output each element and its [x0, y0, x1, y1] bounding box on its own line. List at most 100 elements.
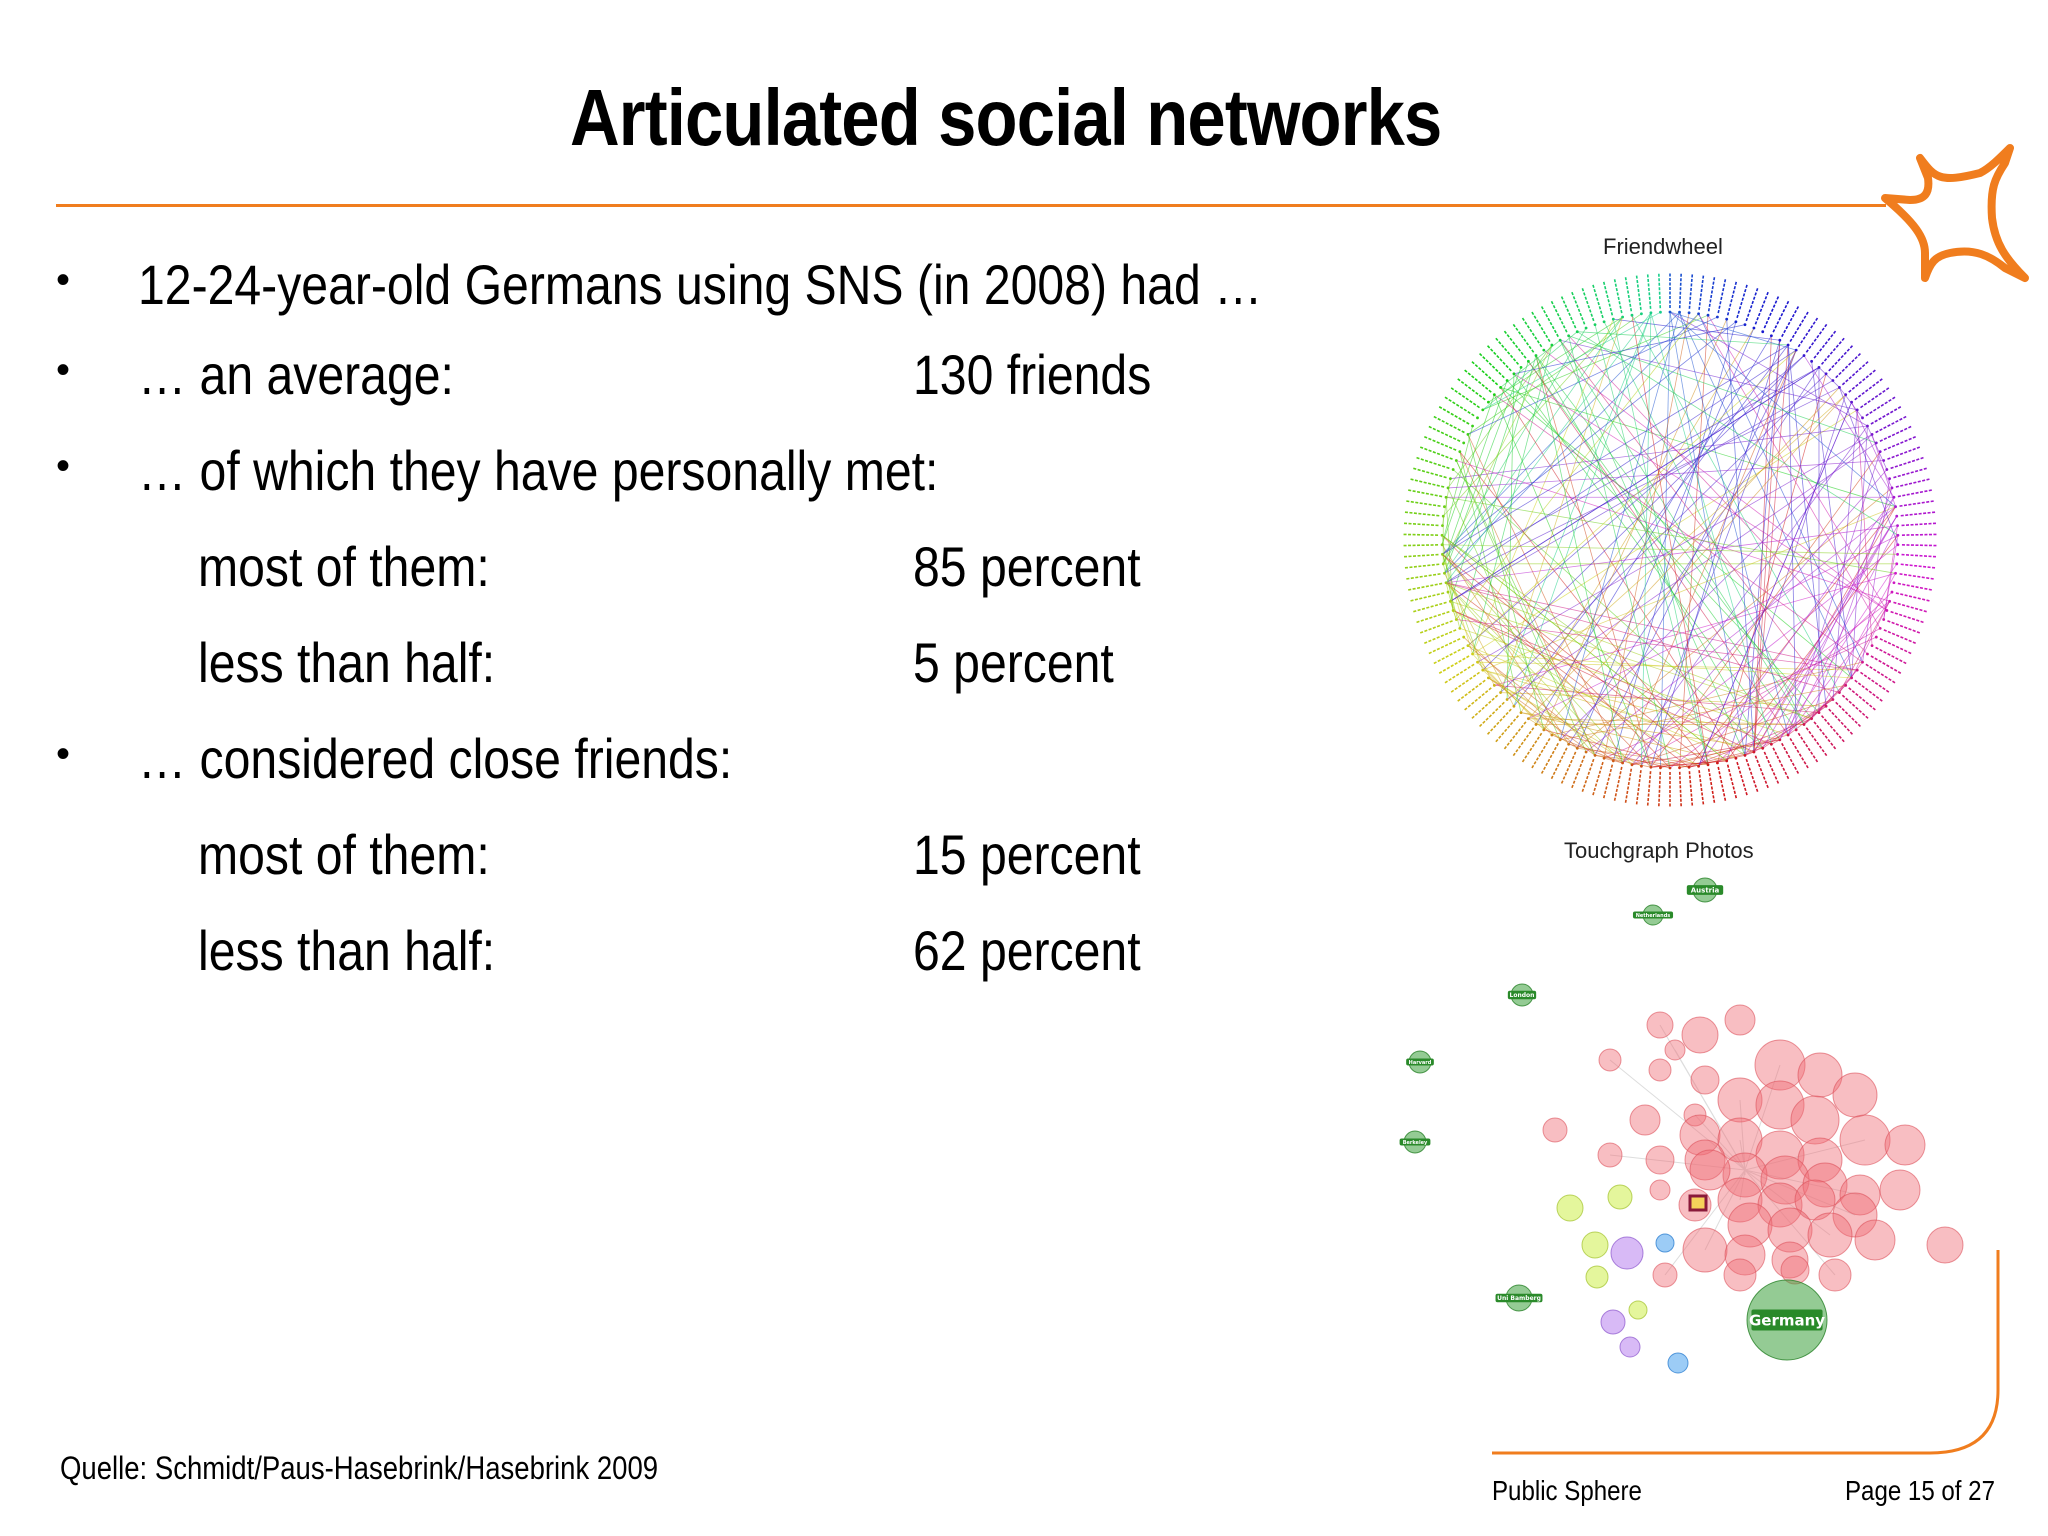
touchgraph-person-node	[1802, 1162, 1848, 1208]
friendwheel-edge	[1669, 311, 1797, 351]
friendwheel-edge	[1494, 572, 1896, 686]
friendwheel-name-tick	[1726, 280, 1738, 316]
friendwheel-node	[1706, 763, 1710, 767]
friendwheel-edge	[1513, 373, 1888, 611]
friendwheel-edge	[1631, 315, 1840, 693]
friendwheel-name-tick	[1456, 377, 1486, 401]
friendwheel-name-tick	[1893, 601, 1929, 613]
friendwheel-node	[1441, 514, 1445, 518]
friendwheel-edge	[1744, 515, 1898, 756]
friendwheel-node	[1817, 711, 1821, 714]
touchgraph-place-label-bg	[1507, 990, 1537, 1000]
friendwheel-edge	[1560, 684, 1846, 741]
friendwheel-name-tick	[1602, 280, 1614, 316]
friendwheel-node	[1810, 359, 1814, 363]
touchgraph-person-node	[1652, 1262, 1678, 1288]
touchgraph-edge	[1674, 1049, 1746, 1171]
friendwheel-name-tick	[1736, 761, 1749, 797]
friendwheel-name-tick	[1540, 742, 1559, 776]
touchgraph-label: Touchgraph Photos	[1564, 838, 1754, 863]
friendwheel-node	[1844, 683, 1848, 687]
friendwheel-name-tick	[1707, 768, 1716, 805]
friendwheel-name-tick	[1560, 294, 1577, 329]
touchgraph-person-node	[1597, 1142, 1623, 1168]
friendwheel-edge	[1445, 349, 1797, 584]
friendwheel-node	[1448, 599, 1452, 603]
friendwheel-name-tick	[1820, 336, 1846, 365]
friendwheel-name-tick	[1530, 738, 1551, 770]
friendwheel-name-tick	[1899, 500, 1936, 507]
friendwheel-node	[1462, 635, 1466, 639]
friendwheel-name-tick	[1494, 336, 1520, 365]
friendwheel-name-tick	[1443, 663, 1475, 685]
friendwheel-node	[1512, 372, 1516, 376]
friendwheel-name-tick	[1781, 304, 1800, 338]
friendwheel-edge	[1482, 331, 1578, 411]
friendwheel-edge	[1442, 563, 1461, 629]
friendwheel-edge	[1459, 627, 1789, 736]
touchgraph-edge	[1739, 1099, 1746, 1171]
friendwheel-name-tick	[1897, 488, 1934, 498]
friendwheel-node	[1734, 320, 1738, 324]
friendwheel-edge	[1832, 409, 1858, 700]
touchgraph-person-node	[1755, 1080, 1805, 1130]
friendwheel-name-tick	[1402, 544, 1439, 547]
friendwheel-node	[1481, 408, 1485, 412]
friendwheel-name-tick	[1678, 272, 1683, 309]
friendwheel-node	[1443, 505, 1446, 509]
friendwheel-node	[1492, 393, 1496, 397]
friendwheel-name-tick	[1860, 386, 1891, 409]
touchgraph-person-node	[1655, 1233, 1675, 1253]
friendwheel-edge	[1528, 361, 1789, 736]
friendwheel-edge	[1494, 394, 1863, 663]
friendwheel-name-tick	[1624, 275, 1633, 312]
friendwheel-name-tick	[1502, 329, 1527, 359]
touchgraph-person-node	[1542, 1117, 1568, 1143]
touchgraph-place-label-bg	[1632, 911, 1674, 919]
friendwheel-node	[1824, 704, 1828, 708]
friendwheel-node	[1861, 660, 1864, 664]
friendwheel-node	[1519, 366, 1523, 369]
friendwheel-node	[1659, 766, 1662, 770]
friendwheel-node	[1810, 717, 1814, 721]
touchgraph-person-node	[1645, 1145, 1675, 1175]
friendwheel-edge	[1455, 313, 1699, 620]
friendwheel-name-tick	[1781, 742, 1800, 776]
friendwheel-name-tick	[1613, 766, 1623, 803]
touchgraph-person-node	[1648, 1058, 1672, 1082]
friendwheel-node	[1687, 311, 1691, 315]
friendwheel-edge	[1679, 312, 1789, 736]
friendwheel-node	[1454, 618, 1458, 621]
touchgraph-person-node	[1717, 1177, 1763, 1223]
friendwheel-edge	[1467, 349, 1797, 646]
friendwheel-node	[1519, 711, 1523, 714]
friendwheel-edge	[1862, 478, 1890, 663]
friendwheel-name-tick	[1754, 755, 1770, 790]
friendwheel-name-tick	[1901, 544, 1938, 547]
friendwheel-name-tick	[1805, 322, 1829, 353]
friendwheel-edge	[1559, 339, 1834, 700]
friendwheel-edge	[1753, 340, 1781, 753]
friendwheel-node	[1687, 765, 1691, 769]
friendwheel-node	[1896, 552, 1899, 556]
friendwheel-name-tick	[1635, 274, 1642, 310]
friendwheel-name-tick	[1828, 708, 1855, 736]
friendwheel-name-tick	[1581, 758, 1595, 794]
friendwheel-edge	[1500, 316, 1623, 693]
friendwheel-node	[1630, 313, 1634, 317]
friendwheel-node	[1476, 416, 1479, 420]
touchgraph-person-node	[1667, 1352, 1689, 1374]
friendwheel-edge	[1688, 718, 1812, 768]
friendwheel-node	[1443, 571, 1446, 575]
friendwheel-node	[1441, 524, 1444, 528]
friendwheel-edge	[1506, 442, 1877, 700]
footer-corner-line	[1492, 1250, 2000, 1455]
friendwheel-name-tick	[1870, 655, 1903, 675]
friendwheel-node	[1817, 366, 1821, 369]
friendwheel-node	[1534, 723, 1538, 726]
friendwheel-edge	[1883, 535, 1899, 620]
friendwheel-name-tick	[1408, 478, 1445, 488]
friendwheel-node	[1471, 652, 1474, 656]
friendwheel-node	[1499, 691, 1502, 694]
friendwheel-name-tick	[1901, 533, 1938, 536]
